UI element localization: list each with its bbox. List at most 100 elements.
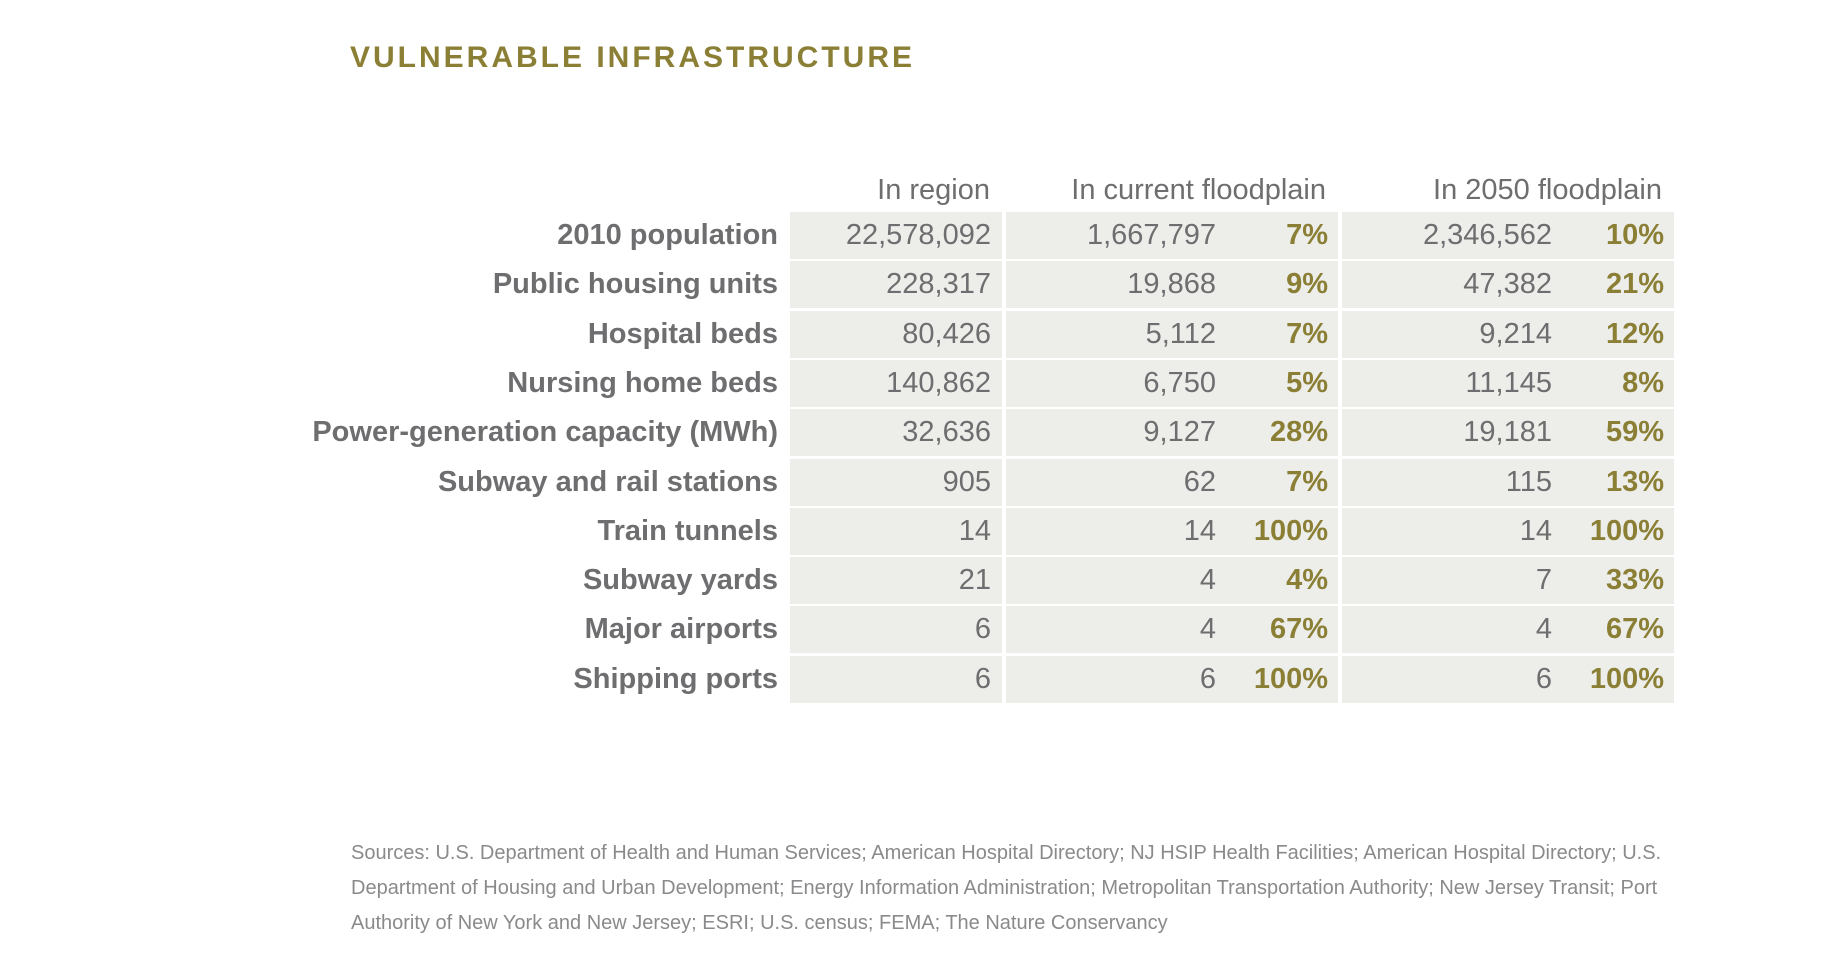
percent-in-current-floodplain: 7% (1286, 318, 1328, 350)
table-row: Public housing units 228,317 19,868 9% 47,38… (0, 261, 1831, 308)
percent-in-current-floodplain: 7% (1286, 466, 1328, 498)
cell-in-2050-floodplain (1342, 261, 1674, 308)
header-in-2050-floodplain: In 2050 floodplain (1433, 174, 1662, 206)
value-in-current-floodplain: 4 (1199, 564, 1216, 596)
cell-in-2050-floodplain (1342, 656, 1674, 703)
value-in-2050-floodplain: 2,346,562 (1422, 219, 1552, 251)
value-in-current-floodplain: 14 (1183, 515, 1216, 547)
value-in-current-floodplain: 5,112 (1145, 318, 1216, 350)
cell-in-current-floodplain (1006, 508, 1338, 555)
percent-in-current-floodplain: 100% (1253, 515, 1328, 547)
percent-in-2050-floodplain: 13% (1605, 466, 1664, 498)
value-in-region: 32,636 (902, 416, 991, 448)
cell-in-2050-floodplain (1342, 212, 1674, 259)
value-in-current-floodplain: 6 (1199, 663, 1216, 695)
cell-in-2050-floodplain (1342, 557, 1674, 604)
cell-in-2050-floodplain (1342, 508, 1674, 555)
percent-in-current-floodplain: 28% (1269, 416, 1328, 448)
value-in-2050-floodplain: 115 (1505, 466, 1552, 498)
percent-in-2050-floodplain: 10% (1605, 219, 1664, 251)
value-in-2050-floodplain: 6 (1535, 663, 1552, 695)
percent-in-2050-floodplain: 100% (1589, 515, 1664, 547)
percent-in-current-floodplain: 100% (1253, 663, 1328, 695)
value-in-region: 80,426 (902, 318, 991, 350)
value-in-2050-floodplain: 7 (1535, 564, 1552, 596)
header-in-current-floodplain: In current floodplain (1071, 174, 1326, 206)
percent-in-current-floodplain: 67% (1269, 613, 1328, 645)
cell-in-region (790, 557, 1002, 604)
value-in-2050-floodplain: 11,145 (1465, 367, 1552, 399)
value-in-region: 21 (958, 564, 991, 596)
cell-in-current-floodplain (1006, 656, 1338, 703)
row-label: Major airports (584, 613, 778, 645)
value-in-region: 6 (974, 663, 991, 695)
value-in-2050-floodplain: 9,214 (1479, 318, 1552, 350)
cell-in-region (790, 656, 1002, 703)
value-in-current-floodplain: 6,750 (1143, 367, 1216, 399)
percent-in-2050-floodplain: 59% (1605, 416, 1664, 448)
cell-in-2050-floodplain (1342, 311, 1674, 358)
percent-in-2050-floodplain: 100% (1589, 663, 1664, 695)
percent-in-2050-floodplain: 12% (1605, 318, 1664, 350)
value-in-2050-floodplain: 4 (1535, 613, 1552, 645)
percent-in-2050-floodplain: 33% (1605, 564, 1664, 596)
row-label: Power-generation capacity (MWh) (312, 416, 778, 448)
row-label: Nursing home beds (507, 367, 778, 399)
value-in-region: 6 (974, 613, 991, 645)
cell-in-2050-floodplain (1342, 606, 1674, 653)
cell-in-2050-floodplain (1342, 409, 1674, 456)
table-row: 2010 population 22,578,092 1,667,797 7% 2,34… (0, 212, 1831, 259)
row-label: Public housing units (492, 268, 778, 300)
sources-note: Sources: U.S. Department of Health and H… (351, 842, 1662, 934)
percent-in-current-floodplain: 9% (1286, 268, 1328, 300)
cell-in-region (790, 311, 1002, 358)
cell-in-region (790, 508, 1002, 555)
cell-in-current-floodplain (1006, 212, 1338, 259)
value-in-current-floodplain: 9,127 (1143, 416, 1216, 448)
value-in-current-floodplain: 62 (1183, 466, 1216, 498)
value-in-current-floodplain: 19,868 (1127, 268, 1216, 300)
row-label: Train tunnels (597, 515, 778, 547)
value-in-region: 228,317 (886, 268, 991, 300)
value-in-region: 14 (958, 515, 991, 547)
table-row: Major airports 6 4 67% 4 67% (0, 606, 1831, 653)
percent-in-2050-floodplain: 8% (1622, 367, 1664, 399)
cell-in-current-floodplain (1006, 557, 1338, 604)
value-in-2050-floodplain: 14 (1519, 515, 1552, 547)
table-row: Shipping ports 6 6 100% 6 100% (0, 656, 1831, 703)
table-row: Train tunnels 14 14 100% 14 100% (0, 508, 1831, 555)
cell-in-2050-floodplain (1342, 360, 1674, 407)
row-label: Shipping ports (573, 663, 778, 695)
value-in-region: 22,578,092 (845, 219, 991, 251)
cell-in-2050-floodplain (1342, 459, 1674, 506)
row-label: Subway and rail stations (437, 466, 778, 498)
cell-in-region (790, 459, 1002, 506)
table-row: Subway yards 21 4 4% 7 33% (0, 557, 1831, 604)
row-label: Subway yards (582, 564, 778, 596)
cell-in-current-floodplain (1006, 606, 1338, 653)
value-in-current-floodplain: 4 (1199, 613, 1216, 645)
value-in-region: 905 (942, 466, 991, 498)
value-in-current-floodplain: 1,667,797 (1086, 219, 1216, 251)
row-label: Hospital beds (587, 318, 778, 350)
percent-in-current-floodplain: 7% (1286, 219, 1328, 251)
page-title: VULNERABLE INFRASTRUCTURE (350, 41, 915, 74)
cell-in-current-floodplain (1006, 311, 1338, 358)
cell-in-region (790, 212, 1002, 259)
header-in-region: In region (877, 174, 990, 206)
cell-in-current-floodplain (1006, 459, 1338, 506)
percent-in-current-floodplain: 4% (1286, 564, 1328, 596)
cell-in-region (790, 261, 1002, 308)
cell-in-region (790, 409, 1002, 456)
row-label: 2010 population (557, 219, 778, 251)
percent-in-2050-floodplain: 21% (1605, 268, 1664, 300)
percent-in-current-floodplain: 5% (1286, 367, 1328, 399)
value-in-region: 140,862 (886, 367, 991, 399)
cell-in-region (790, 606, 1002, 653)
table-row: Hospital beds 80,426 5,112 7% 9,214 12% (0, 311, 1831, 358)
cell-in-current-floodplain (1006, 261, 1338, 308)
cell-in-current-floodplain (1006, 409, 1338, 456)
cell-in-region (790, 360, 1002, 407)
cell-in-current-floodplain (1006, 360, 1338, 407)
table-row: Nursing home beds 140,862 6,750 5% 11,145 8% (0, 360, 1831, 407)
